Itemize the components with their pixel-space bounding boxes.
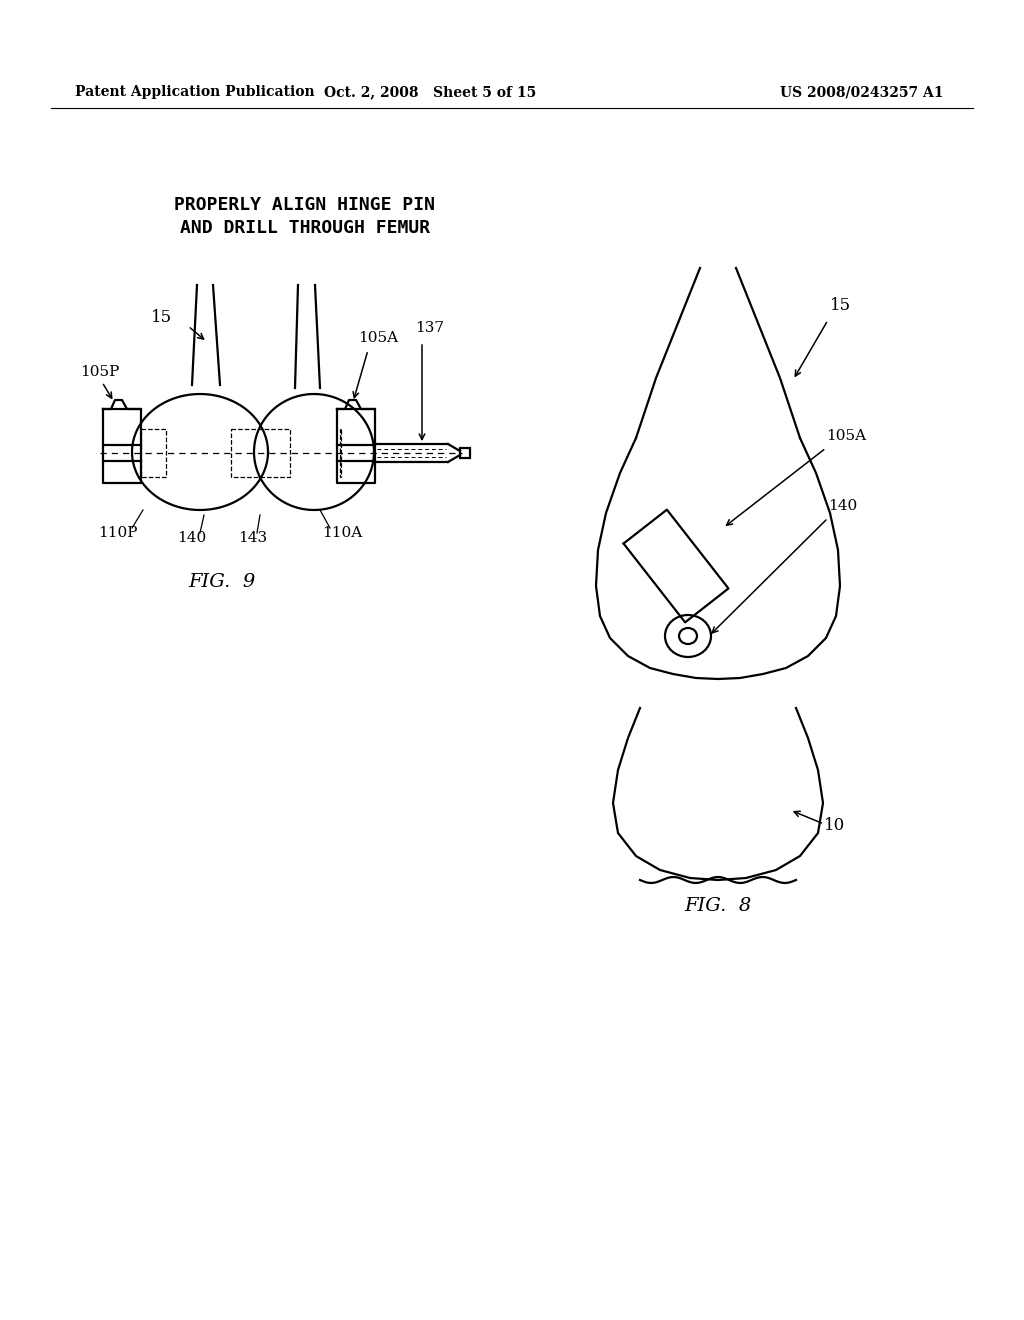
Text: 140: 140 (177, 531, 207, 545)
Text: FIG.  9: FIG. 9 (188, 573, 256, 591)
Text: US 2008/0243257 A1: US 2008/0243257 A1 (780, 84, 943, 99)
Text: AND DRILL THROUGH FEMUR: AND DRILL THROUGH FEMUR (180, 219, 430, 238)
Bar (460, 447, 470, 458)
Text: 140: 140 (828, 499, 857, 513)
Text: 105A: 105A (358, 331, 398, 345)
Text: FIG.  8: FIG. 8 (684, 898, 752, 915)
Text: Patent Application Publication: Patent Application Publication (75, 84, 314, 99)
Text: 137: 137 (415, 321, 444, 335)
Text: 15: 15 (830, 297, 851, 314)
Text: 143: 143 (239, 531, 267, 545)
Bar (230, 429, 290, 477)
Text: 110A: 110A (322, 525, 362, 540)
Text: Oct. 2, 2008   Sheet 5 of 15: Oct. 2, 2008 Sheet 5 of 15 (324, 84, 537, 99)
Text: 15: 15 (151, 309, 172, 326)
Text: 10: 10 (824, 817, 845, 834)
Text: 105A: 105A (826, 429, 866, 444)
Text: PROPERLY ALIGN HINGE PIN: PROPERLY ALIGN HINGE PIN (174, 195, 435, 214)
Text: 105P: 105P (80, 366, 120, 379)
Text: 110P: 110P (98, 525, 138, 540)
Bar (141, 429, 166, 477)
